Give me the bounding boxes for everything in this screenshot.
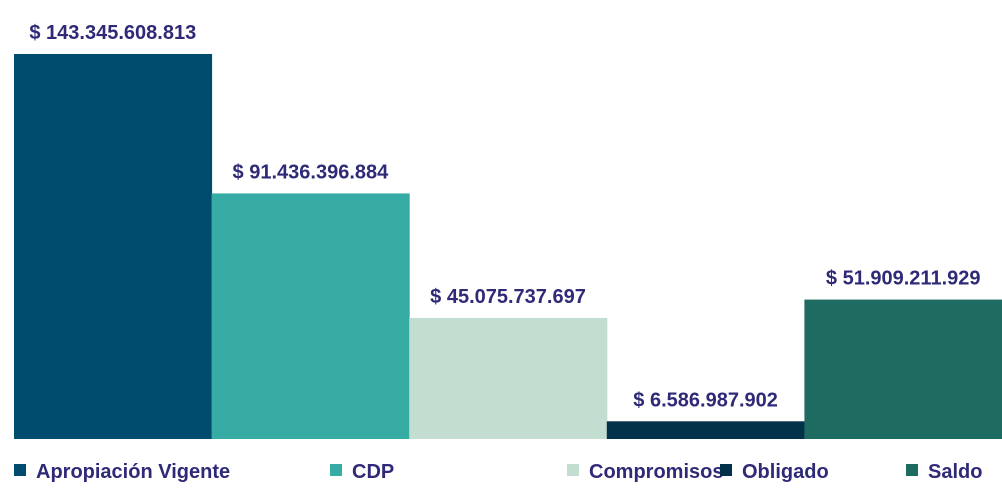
bar-apropiacion-vigente <box>14 54 213 439</box>
legend-item-compromisos: Compromisos <box>567 461 723 483</box>
legend-swatch-saldo <box>906 464 918 476</box>
legend-swatch-obligado <box>720 464 732 476</box>
legend-label-obligado: Obligado <box>742 461 829 483</box>
bars-group <box>14 54 1002 439</box>
legend-swatch-apropiacion-vigente <box>14 464 26 476</box>
data-label-cdp: $ 91.436.396.884 <box>233 161 390 183</box>
bar-compromisos <box>409 317 608 439</box>
data-labels-group: $ 143.345.608.813 $ 91.436.396.884 $ 45.07… <box>29 22 980 411</box>
bar-cdp <box>211 193 410 439</box>
bar-obligado <box>606 421 805 439</box>
legend-item-obligado: Obligado <box>720 461 829 483</box>
legend-item-saldo: Saldo <box>906 461 982 483</box>
legend-item-cdp: CDP <box>330 461 394 483</box>
legend-swatch-compromisos <box>567 464 579 476</box>
legend-item-apropiacion-vigente: Apropiación Vigente <box>14 461 230 483</box>
bar-saldo <box>804 299 1002 439</box>
legend-label-saldo: Saldo <box>928 461 982 483</box>
data-label-saldo: $ 51.909.211.929 <box>826 268 981 290</box>
data-label-compromisos: $ 45.075.737.697 <box>430 286 586 308</box>
legend: Apropiación Vigente CDP Compromisos Obligad… <box>14 461 982 483</box>
legend-label-apropiacion-vigente: Apropiación Vigente <box>36 461 230 483</box>
legend-swatch-cdp <box>330 464 342 476</box>
data-label-apropiacion-vigente: $ 143.345.608.813 <box>29 22 196 44</box>
legend-label-compromisos: Compromisos <box>589 461 723 483</box>
data-label-obligado: $ 6.586.987.902 <box>633 389 778 411</box>
legend-label-cdp: CDP <box>352 461 394 483</box>
